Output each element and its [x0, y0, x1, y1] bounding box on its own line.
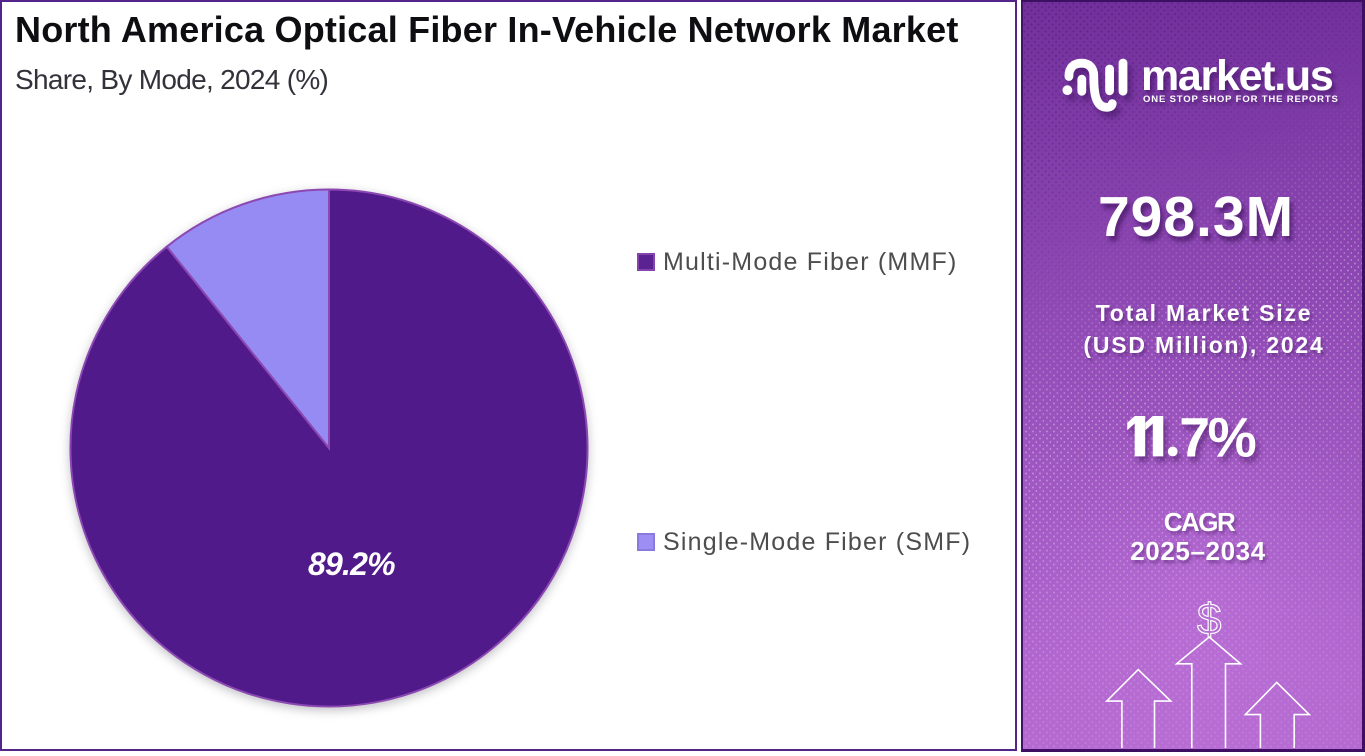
svg-text:7: 7 [1179, 406, 1210, 468]
svg-text:%: % [1208, 406, 1257, 468]
svg-text:89.2%: 89.2% [308, 546, 395, 582]
